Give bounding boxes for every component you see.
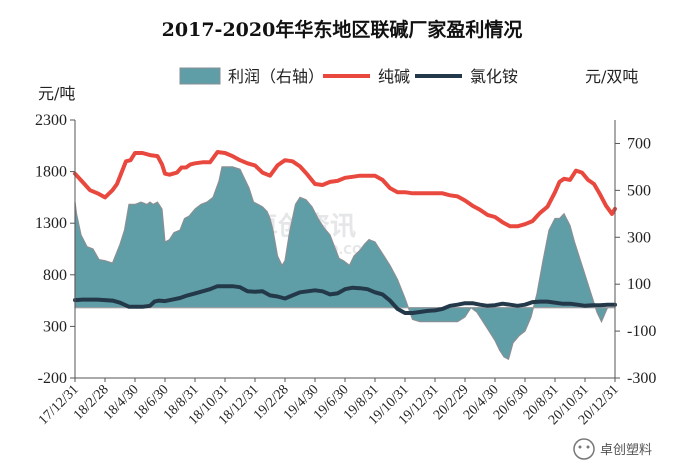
legend-swatch-profit	[179, 67, 221, 85]
wechat-logo-icon	[573, 438, 595, 460]
right-tick-label: -100	[627, 323, 656, 340]
left-axis-unit: 元/吨	[38, 84, 75, 103]
plot-area: 2300 1800 1300 800 300 -200 700 500 300 100 -100 -3…	[35, 112, 656, 428]
chart-title: 2017-2020年华东地区联碱厂家盈利情况	[162, 18, 523, 41]
series-nh4cl-line	[73, 284, 617, 315]
left-tick-label: 1300	[35, 215, 67, 232]
x-tick-label: 17/12/31	[36, 382, 82, 428]
left-tick-label: 800	[43, 267, 67, 284]
right-tick-label: 700	[627, 135, 651, 152]
right-tick-label: 100	[627, 276, 651, 293]
right-axis-unit: 元/双吨	[585, 67, 638, 86]
right-tick-label: 500	[627, 182, 651, 199]
right-tick-label: -300	[627, 370, 656, 387]
series-soda-line	[73, 150, 617, 229]
logo-text: 卓创塑料	[600, 443, 652, 458]
right-tick-label: 300	[627, 229, 651, 246]
legend-label-profit: 利润（右轴）	[228, 67, 324, 86]
legend: 利润（右轴） 纯碱 氯化铵	[179, 67, 518, 86]
legend-label-soda: 纯碱	[378, 67, 410, 86]
legend-label-nh4cl: 氯化铵	[470, 67, 518, 86]
left-tick-label: 1800	[35, 164, 67, 181]
left-tick-label: 2300	[35, 112, 67, 129]
logo: 卓创塑料	[573, 438, 652, 460]
left-tick-label: -200	[38, 370, 67, 387]
left-tick-label: 300	[43, 318, 67, 335]
series-profit-area	[74, 166, 615, 361]
